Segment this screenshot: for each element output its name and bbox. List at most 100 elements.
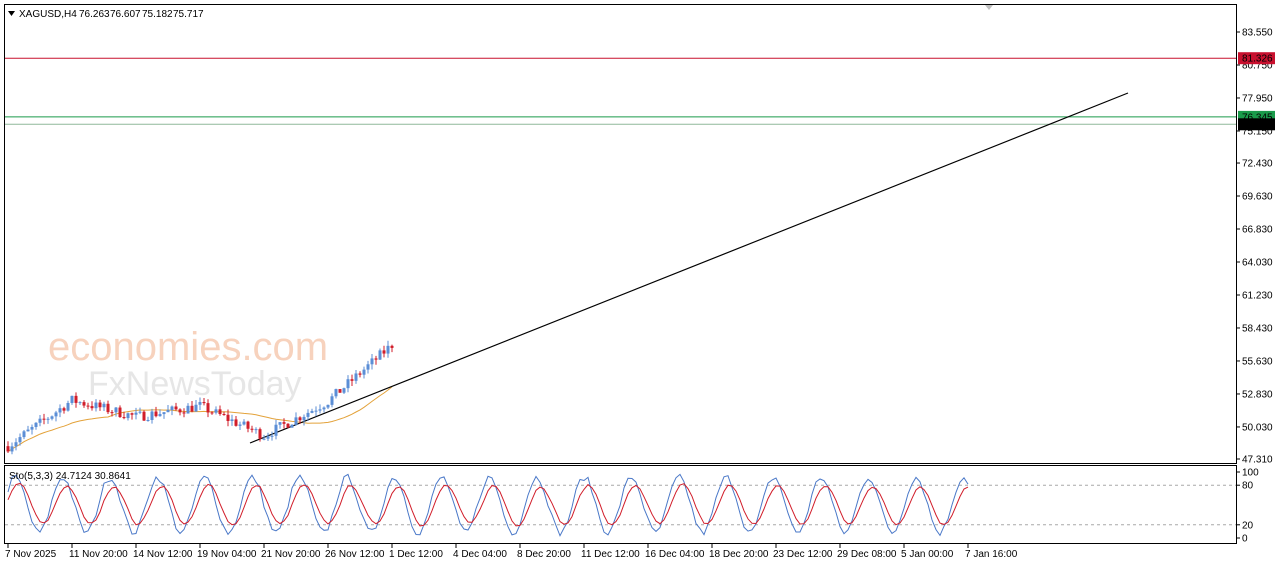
candle-body: [194, 404, 198, 412]
candle-body: [262, 438, 266, 440]
candle-body: [150, 411, 154, 420]
current-price-tag: 75.717: [1242, 120, 1273, 131]
trendline[interactable]: [249, 92, 1129, 444]
candle-body: [322, 407, 326, 410]
stoch-signal-line: [7, 482, 969, 527]
candle-body: [242, 421, 246, 425]
candle-body: [374, 358, 378, 360]
time-label: 7 Nov 2025: [5, 549, 57, 560]
stoch-tick-label: 100: [1242, 468, 1259, 479]
price-tick-label: 83.550: [1242, 28, 1273, 39]
candle-body: [370, 358, 374, 365]
price-tick-label: 55.630: [1242, 356, 1273, 367]
chart-shift-marker[interactable]: [985, 5, 993, 10]
time-label: 7 Jan 16:00: [965, 549, 1018, 560]
candle-body: [282, 422, 286, 424]
candle-body: [306, 412, 310, 417]
time-label: 29 Dec 08:00: [837, 549, 897, 560]
candle-body: [146, 419, 150, 421]
candle-body: [310, 411, 314, 413]
price-tick-label: 66.830: [1242, 225, 1273, 236]
candle-body: [186, 405, 190, 414]
trendline-segment[interactable]: [249, 92, 1129, 444]
time-label: 1 Dec 12:00: [389, 549, 443, 560]
candle-body: [90, 406, 94, 409]
main-panel[interactable]: [4, 4, 1237, 464]
candle-body: [130, 413, 134, 415]
candle-body: [274, 424, 278, 436]
candle-body: [382, 350, 386, 354]
candle-body: [206, 403, 210, 413]
candle-body: [70, 395, 74, 403]
candle-body: [190, 405, 194, 412]
time-label: 21 Nov 20:00: [261, 549, 321, 560]
ohlc-low: 75.182: [142, 9, 173, 20]
candle-body: [174, 406, 178, 410]
candle-body: [178, 409, 182, 413]
candle-body: [286, 423, 290, 428]
candle-body: [366, 364, 370, 370]
candle-body: [166, 409, 170, 413]
time-label: 26 Nov 12:00: [325, 549, 385, 560]
time-label: 11 Nov 20:00: [69, 549, 128, 560]
price-tick-label: 58.430: [1242, 323, 1273, 334]
time-label: 11 Dec 12:00: [581, 549, 640, 560]
time-label: 18 Dec 20:00: [709, 549, 769, 560]
time-label: 16 Dec 04:00: [645, 549, 705, 560]
candles: [6, 340, 394, 455]
price-tick-label: 61.230: [1242, 290, 1273, 301]
candle-body: [22, 431, 26, 438]
candle-body: [234, 419, 238, 426]
ohlc-open: 76.263: [79, 9, 110, 20]
candle-body: [94, 402, 98, 409]
candle-body: [78, 402, 82, 404]
candle-body: [102, 403, 106, 408]
candle-body: [290, 424, 294, 428]
candle-body: [378, 350, 382, 360]
candle-body: [214, 409, 218, 413]
time-axis: 7 Nov 2025 11 Nov 20:00 14 Nov 12:00 19 Nov…: [5, 544, 1018, 560]
symbol-menu-icon[interactable]: [8, 11, 15, 16]
price-tick-label: 80.750: [1242, 60, 1273, 71]
candle-body: [14, 442, 18, 447]
time-label: 14 Nov 12:00: [133, 549, 193, 560]
candle-body: [126, 413, 130, 419]
candle-body: [98, 402, 102, 408]
candle-body: [158, 414, 162, 417]
candle-body: [62, 408, 66, 411]
candle-body: [250, 428, 254, 430]
candle-body: [338, 389, 342, 393]
green-level-tag: 76.345: [1242, 112, 1273, 123]
candle-body: [58, 408, 62, 413]
candle-body: [258, 429, 262, 439]
candle-body: [350, 379, 354, 381]
candle-body: [266, 436, 270, 439]
candle-body: [302, 416, 306, 421]
candle-body: [358, 373, 362, 375]
stochastic-label: Sto(5,3,3) 24.7124 30.8641: [9, 471, 131, 482]
candle-body: [74, 395, 78, 403]
candle-body: [26, 429, 30, 432]
candle-body: [162, 412, 166, 415]
candle-body: [6, 446, 10, 452]
time-label: 8 Dec 20:00: [517, 549, 571, 560]
price-tick-label: 77.950: [1242, 93, 1273, 104]
resistance-tag-bg: [1238, 52, 1275, 65]
candle-body: [226, 414, 230, 421]
candle-body: [82, 402, 86, 406]
candle-body: [362, 369, 366, 375]
candle-body: [138, 411, 142, 413]
time-label: 23 Dec 12:00: [773, 549, 833, 560]
price-tick-label: 64.030: [1242, 257, 1273, 268]
candle-body: [326, 404, 330, 408]
candle-body: [278, 422, 282, 425]
watermark-fxnewstoday: FxNewsToday: [88, 365, 302, 403]
candle-body: [50, 416, 54, 419]
candle-body: [30, 426, 34, 430]
watermark-economies: economies.com: [48, 325, 328, 369]
price-tick-label: 72.430: [1242, 159, 1273, 170]
candle-body: [38, 418, 42, 423]
stoch-tick-label: 0: [1242, 534, 1248, 545]
